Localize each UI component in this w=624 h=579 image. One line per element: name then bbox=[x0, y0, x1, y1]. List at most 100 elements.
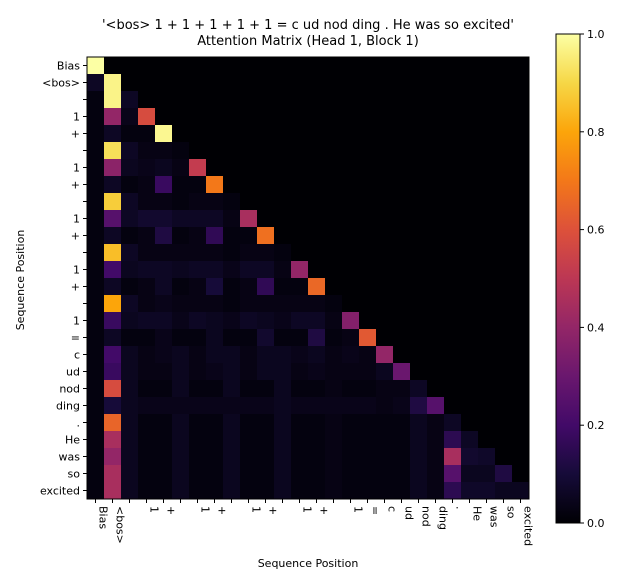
heatmap-cell bbox=[512, 244, 530, 262]
heatmap-cell bbox=[240, 193, 258, 211]
heatmap-cell bbox=[240, 397, 258, 415]
heatmap-cell bbox=[427, 57, 445, 75]
heatmap-cell bbox=[257, 176, 275, 194]
heatmap-cell bbox=[206, 329, 224, 347]
heatmap-cell bbox=[308, 431, 326, 449]
heatmap-cell bbox=[155, 142, 173, 160]
heatmap-cell bbox=[189, 312, 207, 330]
heatmap-cell bbox=[512, 176, 530, 194]
heatmap-cell bbox=[393, 329, 411, 347]
heatmap-cell bbox=[308, 414, 326, 432]
heatmap-cell bbox=[172, 363, 190, 381]
heatmap-cell bbox=[359, 295, 377, 313]
heatmap-cell bbox=[478, 482, 496, 500]
heatmap-cell bbox=[478, 431, 496, 449]
heatmap-cell bbox=[206, 261, 224, 279]
heatmap-cell bbox=[121, 380, 139, 398]
heatmap-cell bbox=[87, 312, 105, 330]
heatmap-cell bbox=[121, 448, 139, 466]
heatmap-cell bbox=[291, 312, 309, 330]
heatmap-cell bbox=[87, 74, 105, 92]
heatmap-cell bbox=[257, 193, 275, 211]
heatmap-cell bbox=[512, 346, 530, 364]
heatmap-cell bbox=[427, 346, 445, 364]
heatmap-cell bbox=[478, 380, 496, 398]
heatmap-cell bbox=[393, 278, 411, 296]
heatmap-cell bbox=[223, 125, 241, 143]
heatmap-cell bbox=[444, 414, 462, 432]
heatmap-cell bbox=[512, 295, 530, 313]
heatmap-cell bbox=[104, 159, 122, 177]
heatmap-cell bbox=[206, 210, 224, 228]
heatmap-cell bbox=[274, 244, 292, 262]
heatmap-cell bbox=[155, 380, 173, 398]
heatmap-cell bbox=[461, 244, 479, 262]
heatmap-cell bbox=[274, 295, 292, 313]
heatmap-cell bbox=[410, 108, 428, 126]
heatmap-cell bbox=[155, 312, 173, 330]
heatmap-cell bbox=[206, 380, 224, 398]
heatmap-cell bbox=[512, 210, 530, 228]
heatmap-cell bbox=[444, 227, 462, 245]
heatmap-cell bbox=[325, 142, 343, 160]
heatmap-cell bbox=[410, 227, 428, 245]
heatmap-cell bbox=[410, 278, 428, 296]
heatmap-cell bbox=[393, 142, 411, 160]
heatmap-cell bbox=[274, 74, 292, 92]
heatmap-cell bbox=[359, 142, 377, 160]
heatmap-cell bbox=[257, 244, 275, 262]
heatmap-cell bbox=[478, 227, 496, 245]
heatmap-cell bbox=[104, 295, 122, 313]
heatmap-cell bbox=[138, 176, 156, 194]
heatmap-cell bbox=[257, 108, 275, 126]
heatmap-cell bbox=[325, 261, 343, 279]
x-tick-label: 1 bbox=[301, 506, 314, 513]
heatmap-cell bbox=[257, 159, 275, 177]
heatmap-cell bbox=[87, 125, 105, 143]
heatmap-cell bbox=[240, 108, 258, 126]
heatmap-cell bbox=[461, 210, 479, 228]
heatmap-cell bbox=[104, 278, 122, 296]
heatmap-cell bbox=[308, 346, 326, 364]
heatmap-cell bbox=[121, 244, 139, 262]
heatmap-cell bbox=[121, 159, 139, 177]
heatmap-cell bbox=[274, 278, 292, 296]
heatmap-cell bbox=[291, 380, 309, 398]
heatmap-cell bbox=[155, 363, 173, 381]
heatmap-cell bbox=[495, 244, 513, 262]
heatmap-cell bbox=[393, 482, 411, 500]
heatmap-cell bbox=[325, 159, 343, 177]
heatmap-cell bbox=[478, 74, 496, 92]
heatmap-cell bbox=[410, 329, 428, 347]
heatmap-cell bbox=[189, 244, 207, 262]
heatmap-cell bbox=[240, 261, 258, 279]
heatmap-cell bbox=[172, 380, 190, 398]
heatmap-cell bbox=[325, 329, 343, 347]
heatmap-cell bbox=[223, 363, 241, 381]
heatmap-cell bbox=[495, 329, 513, 347]
heatmap-cell bbox=[223, 312, 241, 330]
heatmap-cell bbox=[393, 227, 411, 245]
heatmap-cell bbox=[240, 448, 258, 466]
y-tick-label: <bos> bbox=[42, 77, 80, 90]
heatmap-cell bbox=[478, 414, 496, 432]
heatmap-cell bbox=[155, 329, 173, 347]
heatmap-cell bbox=[257, 329, 275, 347]
heatmap-cell bbox=[87, 176, 105, 194]
heatmap-cell bbox=[104, 414, 122, 432]
heatmap-cell bbox=[104, 176, 122, 194]
y-tick-label: 1 bbox=[73, 162, 80, 175]
heatmap-cell bbox=[121, 363, 139, 381]
heatmap-cell bbox=[138, 57, 156, 75]
heatmap-cell bbox=[342, 91, 360, 109]
heatmap-cell bbox=[87, 363, 105, 381]
heatmap-cell bbox=[359, 193, 377, 211]
heatmap-cell bbox=[461, 329, 479, 347]
heatmap-cell bbox=[223, 159, 241, 177]
y-tick-label: excited bbox=[40, 485, 80, 498]
heatmap-cell bbox=[240, 329, 258, 347]
heatmap-cell bbox=[104, 431, 122, 449]
y-tick-label: + bbox=[71, 179, 80, 192]
heatmap-cell bbox=[121, 414, 139, 432]
heatmap-cell bbox=[461, 346, 479, 364]
